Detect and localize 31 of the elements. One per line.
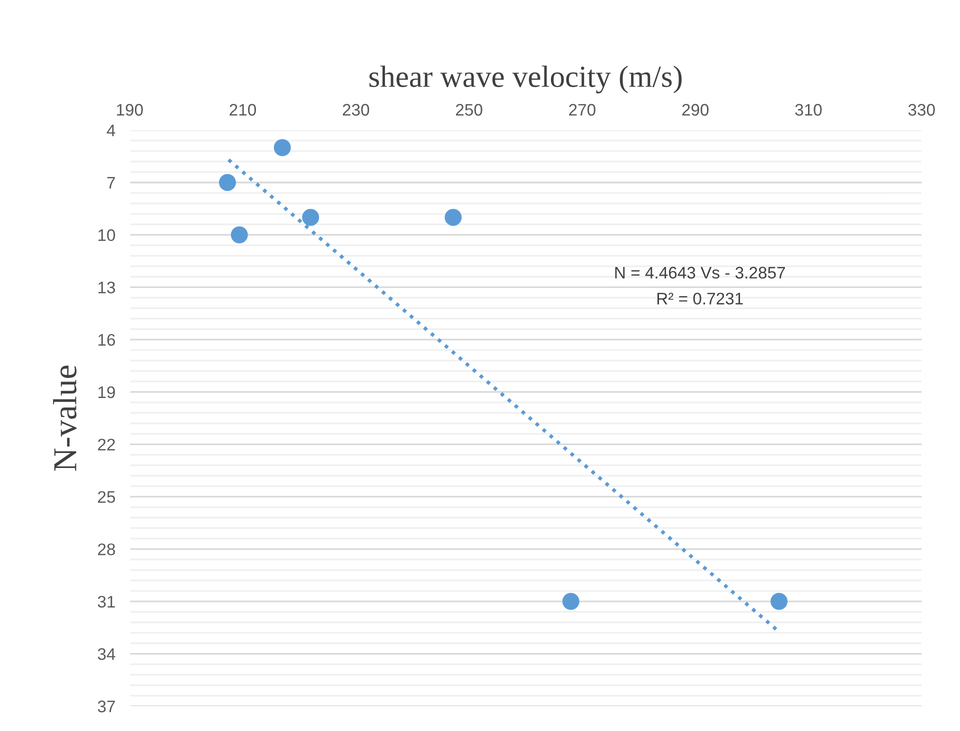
y-tick-label: 10	[98, 229, 116, 242]
x-tick-label: 310	[795, 104, 822, 116]
x-tick-label: 210	[230, 104, 256, 116]
x-tick-label: 290	[682, 104, 709, 116]
y-tick-label: 31	[98, 596, 115, 608]
y-tick-label: 13	[98, 282, 115, 294]
x-tick-label: 250	[456, 104, 482, 116]
annotation: R² = 0.7231	[657, 292, 743, 305]
point	[230, 226, 248, 244]
point	[218, 174, 236, 191]
y-tick-label: 28	[98, 543, 115, 556]
y-tick-label: 7	[107, 177, 115, 189]
x-axis-title: shear wave velocity (m/s)	[369, 66, 682, 94]
y-tick-label: 34	[98, 648, 116, 660]
x-tick-label: 270	[569, 104, 596, 116]
point	[274, 139, 291, 156]
point	[770, 592, 788, 610]
point	[562, 592, 580, 610]
x-tick-label: 230	[342, 104, 370, 116]
x-tick-label: 330	[908, 104, 935, 116]
x-tick-label: 190	[116, 104, 143, 116]
y-axis-title: N-value	[53, 366, 77, 471]
y-tick-label: 22	[98, 438, 115, 450]
y-tick-label: 19	[98, 386, 115, 398]
point	[302, 208, 320, 226]
y-tick-label: 37	[98, 700, 115, 712]
y-tick-label: 4	[106, 124, 116, 136]
point	[444, 208, 462, 226]
y-tick-label: 16	[98, 334, 115, 346]
y-tick-label: 25	[98, 491, 116, 503]
annotation: N = 4.4643 Vs - 3.2857	[615, 266, 785, 279]
